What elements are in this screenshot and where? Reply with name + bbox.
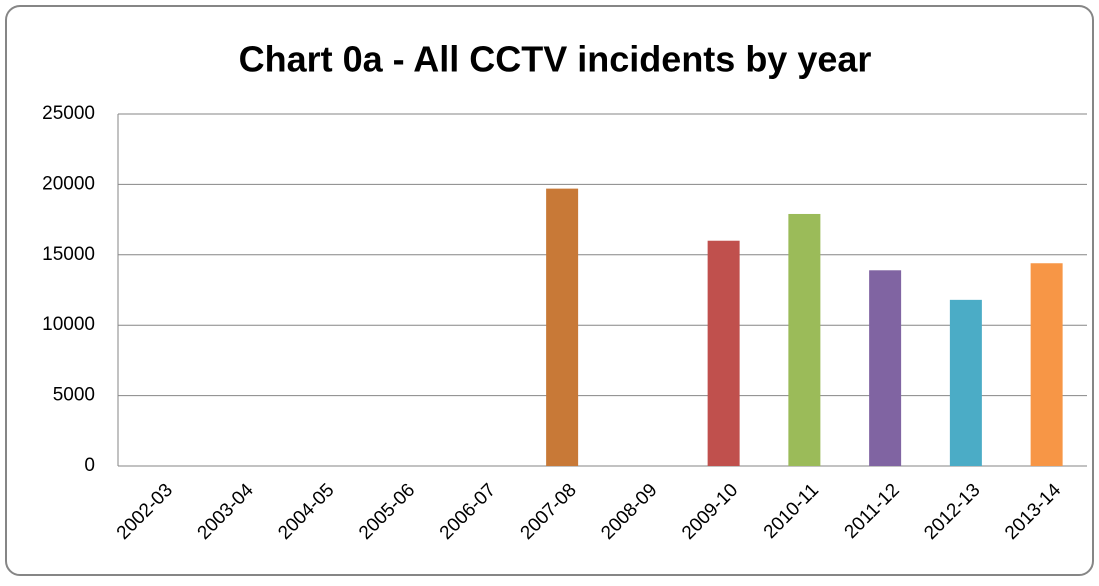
chart-title: Chart 0a - All CCTV incidents by year	[239, 39, 872, 80]
bar	[1030, 263, 1063, 466]
y-tick-label: 15000	[42, 244, 95, 265]
y-tick-label: 10000	[42, 314, 95, 335]
y-tick-label: 0	[84, 455, 95, 476]
bar	[949, 299, 982, 466]
y-tick-label: 5000	[53, 385, 95, 406]
bar	[546, 188, 579, 466]
y-tick-label: 25000	[42, 103, 95, 124]
bar	[869, 270, 902, 466]
y-tick-label: 20000	[42, 173, 95, 194]
bar	[707, 240, 740, 466]
bar	[788, 213, 821, 466]
